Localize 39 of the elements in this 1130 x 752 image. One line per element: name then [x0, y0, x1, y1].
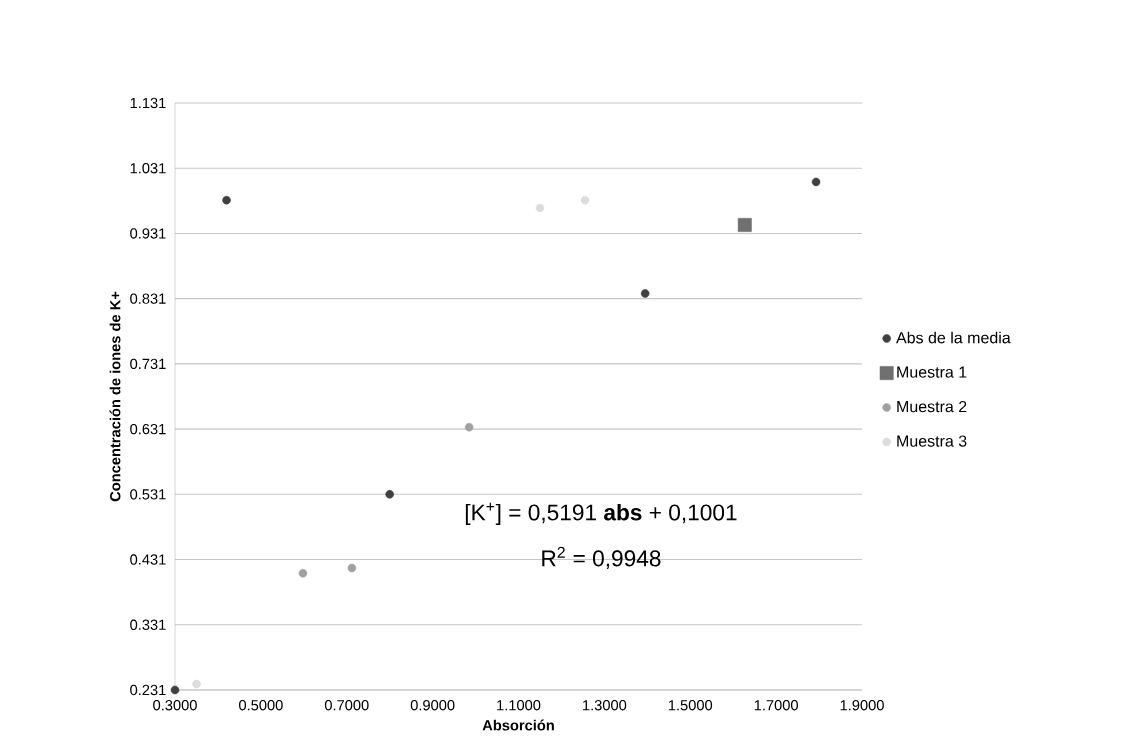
x-tick-label: 0.5000 — [239, 700, 283, 711]
point — [535, 203, 545, 213]
legend-label: Muestra 2 — [897, 400, 967, 413]
point — [298, 568, 308, 578]
x-tick-label: 1.9000 — [840, 700, 884, 711]
y-tick-label: 0.531 — [130, 489, 166, 500]
x-tick-label: 0.7000 — [324, 700, 369, 711]
point — [737, 218, 752, 232]
y-tick-label: 0.431 — [130, 554, 166, 565]
legend-label: Muestra 1 — [897, 366, 967, 378]
y-tick-label: 1.031 — [130, 163, 166, 174]
y-tick-label: 1.131 — [130, 97, 166, 109]
point — [811, 177, 821, 187]
y-tick-label: 0.331 — [130, 619, 166, 630]
point — [222, 195, 231, 205]
annotation: [K$^{+}$] = 0,5191 abs + 0,1001 — [465, 502, 737, 525]
point — [640, 289, 650, 298]
x-tick-label: 0.3000 — [153, 700, 197, 711]
point — [347, 563, 357, 573]
x-tick-label: 1.7000 — [754, 700, 798, 711]
point — [385, 490, 394, 499]
y-tick-label: 0.231 — [130, 684, 166, 696]
point — [580, 195, 590, 205]
point — [170, 685, 180, 695]
y-tick-label: 0.931 — [130, 228, 166, 239]
y-tick-label: 0.831 — [130, 293, 166, 304]
x-tick-label: 1.3000 — [583, 700, 627, 711]
legend-label: Abs de la media — [896, 331, 1011, 344]
point — [192, 679, 201, 689]
x-tick-label: 1.5000 — [668, 700, 713, 711]
x-tick-label: 0.9000 — [410, 700, 455, 711]
x-tick-label: 1.1000 — [497, 700, 541, 711]
y-tick-label: 0.731 — [130, 358, 166, 370]
y-axis-title: Concentración de iones de K+ — [109, 291, 121, 502]
x-axis-title: Absorción — [482, 719, 554, 731]
annotation: R$^{2}$ = 0,9948 — [542, 546, 661, 570]
y-tick-label: 0.631 — [130, 423, 166, 435]
point — [464, 422, 474, 432]
legend-label: Muestra 3 — [897, 435, 967, 447]
